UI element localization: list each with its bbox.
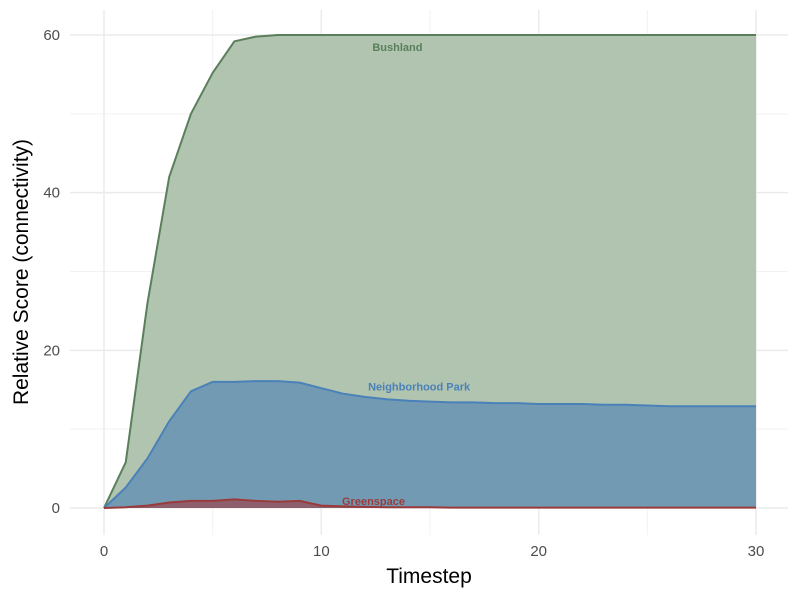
y-tick-label: 60 <box>43 27 60 44</box>
x-tick-label: 10 <box>313 543 330 560</box>
x-tick-label: 30 <box>748 543 765 560</box>
line-neighborhood-park <box>103 380 756 509</box>
area-neighborhood-park <box>104 381 756 508</box>
x-tick-label: 20 <box>530 543 547 560</box>
y-tick-label: 0 <box>52 500 60 517</box>
series-label-bushland: Bushland <box>372 42 422 54</box>
series-label-greenspace: Greenspace <box>342 496 405 508</box>
y-axis-title: Relative Score (connectivity) <box>10 139 33 405</box>
y-tick-label: 40 <box>43 185 60 202</box>
y-tick-label: 20 <box>43 342 60 359</box>
x-tick-label: 0 <box>100 543 108 560</box>
tick-labels: 0 10 20 30 0 20 40 60 <box>43 27 764 560</box>
series-lines <box>103 34 756 509</box>
series-labels: Bushland Neighborhood Park Greenspace <box>342 42 471 508</box>
line-greenspace <box>103 498 756 509</box>
areas <box>104 35 756 508</box>
series-label-neighborhood-park: Neighborhood Park <box>368 382 471 394</box>
line-bushland <box>103 34 756 509</box>
x-axis-title: Timestep <box>386 565 472 588</box>
